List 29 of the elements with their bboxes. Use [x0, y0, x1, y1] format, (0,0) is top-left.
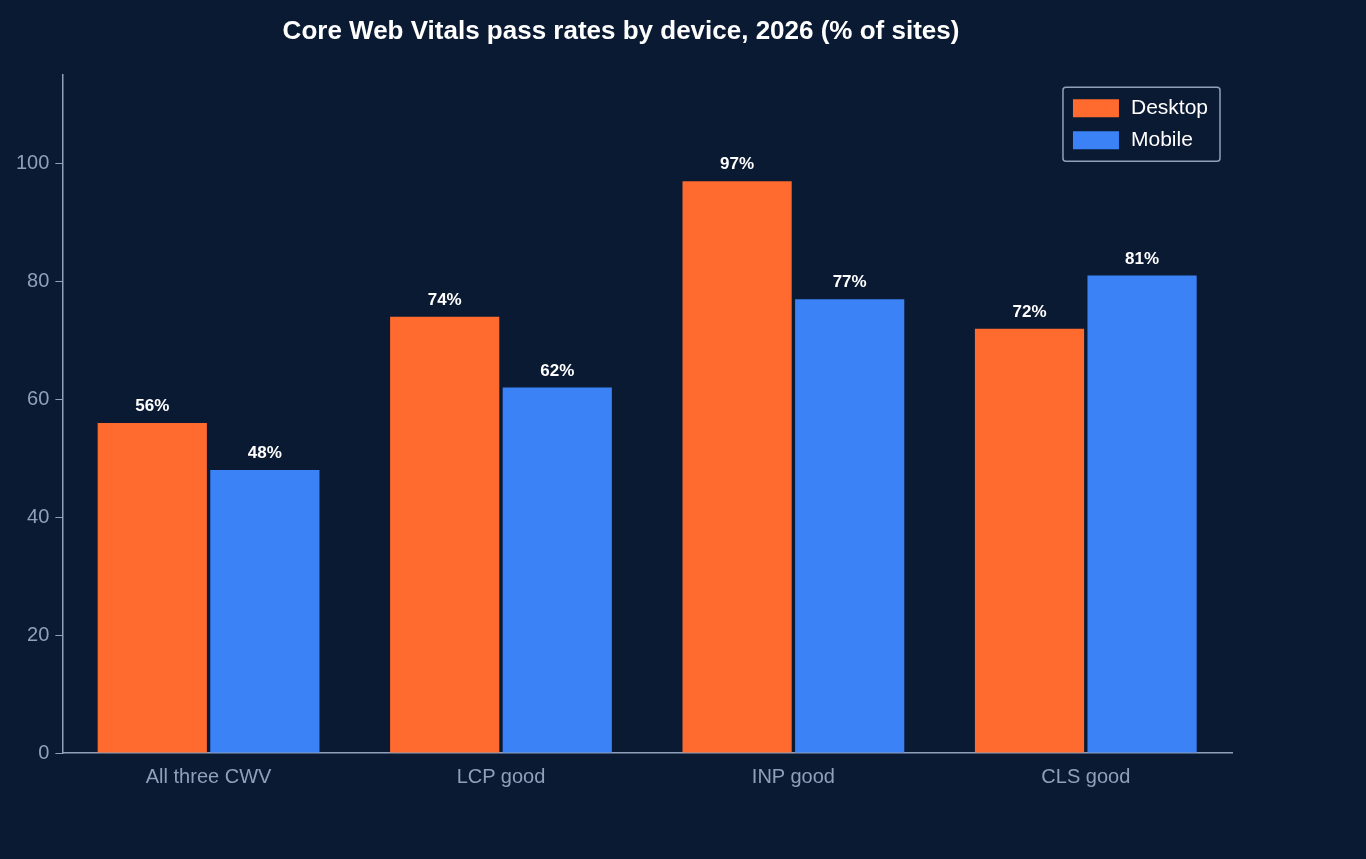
y-tick-label: 20: [27, 622, 50, 645]
legend-label: Mobile: [1130, 127, 1193, 150]
x-tick-label: All three CWV: [145, 764, 273, 787]
data-label: 72%: [1012, 301, 1047, 321]
y-tick-label: 40: [27, 504, 50, 527]
data-label: 62%: [540, 360, 575, 380]
data-label: 56%: [135, 396, 170, 416]
legend-label: Desktop: [1130, 95, 1209, 118]
bar: [210, 470, 320, 753]
bar: [390, 316, 500, 753]
data-label: 77%: [832, 272, 867, 292]
x-tick-label: CLS good: [1041, 764, 1131, 787]
bar: [97, 422, 207, 753]
bar: [795, 299, 905, 753]
data-label: 74%: [427, 290, 462, 310]
y-tick-label: 80: [27, 269, 50, 291]
bar: [1087, 275, 1197, 753]
y-tick-label: 0: [38, 740, 50, 763]
bar: [502, 387, 612, 753]
bar: [974, 328, 1085, 753]
y-tick-label: 100: [15, 151, 50, 174]
x-tick-label: INP good: [751, 764, 835, 787]
bar: [682, 181, 792, 753]
chart-title: Core Web Vitals pass rates by device, 2026 (% of sites): [282, 14, 960, 45]
y-tick-label: 60: [27, 386, 50, 409]
data-label: 48%: [247, 443, 282, 463]
data-label: 81%: [1125, 248, 1160, 268]
x-tick-label: LCP good: [456, 764, 546, 787]
data-label: 97%: [720, 154, 755, 174]
